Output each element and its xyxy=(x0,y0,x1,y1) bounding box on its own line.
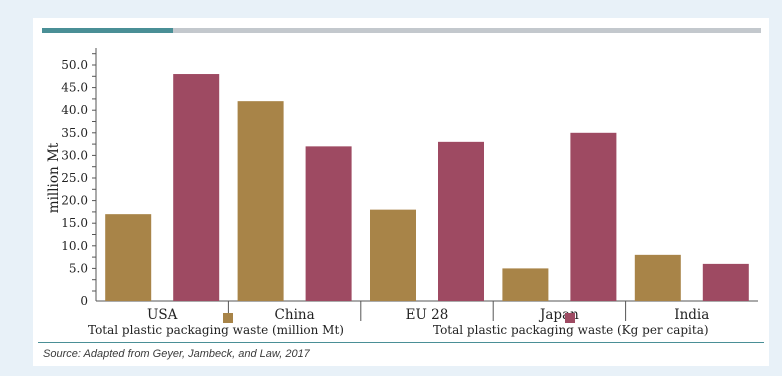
bar-chart: 0 5.0 10.0 15.0 20.0 25.0 30.0 35.0 40.0 45.0 50.0… xyxy=(38,28,764,343)
y-tick-label: 35.0 xyxy=(61,126,88,140)
legend-swatch-1 xyxy=(223,313,233,323)
y-tick-label: 10.0 xyxy=(61,239,88,253)
bar-usa-series-1 xyxy=(105,214,152,301)
bar-china-series-2 xyxy=(305,146,352,301)
y-tick-label: 45.0 xyxy=(61,81,88,95)
y-tick-label: 15.0 xyxy=(61,216,88,230)
y-tick-label: 0 xyxy=(80,294,88,308)
figure-panel: 0 5.0 10.0 15.0 20.0 25.0 30.0 35.0 40.0 45.0 50.0… xyxy=(33,18,769,366)
x-category-label: EU 28 xyxy=(406,307,449,323)
bar-china-series-1 xyxy=(237,101,284,301)
legend-swatch-2 xyxy=(565,313,575,323)
top-bar-accent xyxy=(42,28,173,33)
y-axis-label: million Mt xyxy=(46,142,62,213)
y-tick-label: 20.0 xyxy=(61,194,88,208)
x-category-label: China xyxy=(275,307,315,323)
x-category-label: India xyxy=(674,307,709,323)
legend-label-1: Total plastic packaging waste (million M… xyxy=(88,323,344,337)
bar-japan-series-2 xyxy=(570,132,617,301)
bar-india-series-1 xyxy=(634,254,681,301)
y-tick-label: 30.0 xyxy=(61,148,88,162)
bottom-rule xyxy=(38,342,764,343)
bar-eu-28-series-1 xyxy=(370,209,416,301)
top-bar-rest xyxy=(173,28,761,33)
source-note: Source: Adapted from Geyer, Jambeck, and… xyxy=(43,348,310,360)
bar-usa-series-2 xyxy=(173,74,220,301)
bar-eu-28-series-2 xyxy=(438,141,484,301)
bar-india-series-2 xyxy=(702,263,749,301)
legend-label-2: Total plastic packaging waste (Kg per ca… xyxy=(433,323,709,337)
y-tick-label: 40.0 xyxy=(61,103,88,117)
y-tick-label: 5.0 xyxy=(69,261,88,275)
y-tick-label: 25.0 xyxy=(61,171,88,185)
y-tick-label: 50.0 xyxy=(61,58,88,72)
bar-japan-series-1 xyxy=(502,268,549,301)
x-category-label: USA xyxy=(147,307,178,323)
